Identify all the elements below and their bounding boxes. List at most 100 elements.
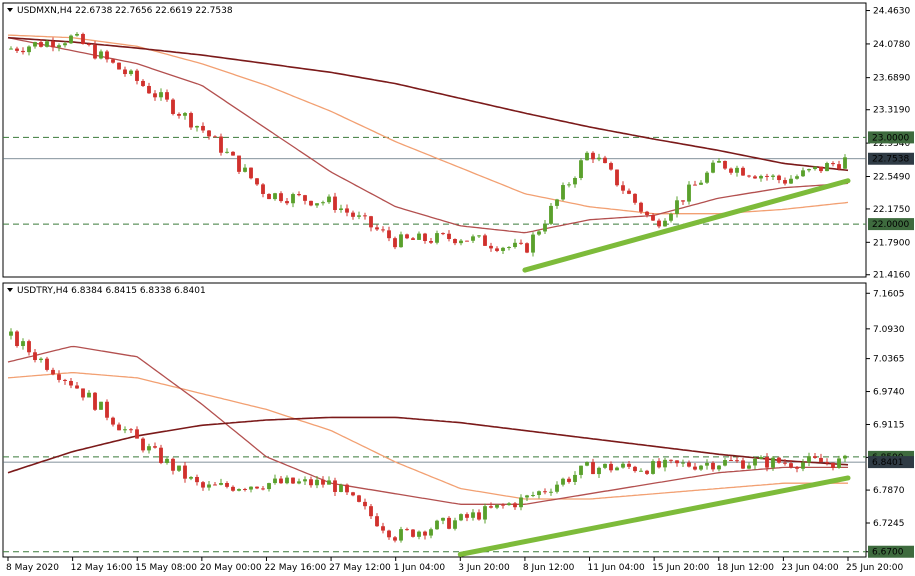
y-tick-label: 24.4630 [873,7,910,17]
candle-body [777,457,781,463]
candle-body [747,175,751,177]
y-tick-label: 6.7870 [873,486,905,496]
candle-body [297,194,301,196]
candle-body [429,241,433,243]
candle-body [831,163,835,165]
candle-body [441,517,445,521]
current-price-tag [868,152,914,165]
candle-body [153,93,157,98]
x-tick-label: 3 Jun 20:00 [458,563,510,573]
candle-body [759,456,763,459]
candle-body [195,125,199,128]
candle-body [615,467,619,471]
candle-body [321,479,325,485]
x-tick-label: 1 Jun 04:00 [394,563,446,573]
candle-body [393,537,397,541]
candle-body [567,478,571,482]
candle-body [693,466,697,470]
candle-body [261,488,265,490]
candle-body [573,177,577,185]
pane-menu-triangle-icon[interactable] [7,8,13,12]
candle-body [819,457,823,463]
x-tick-label: 11 Jun 04:00 [588,563,645,573]
candle-body [15,48,19,51]
x-tick-label: 22 May 16:00 [264,563,326,573]
candle-body [267,193,271,200]
pane-frame-1 [2,282,867,558]
x-tick-label: 8 May 2020 [6,563,59,573]
candle-body [711,462,715,470]
candle-body [651,214,655,221]
candle-body [447,517,451,529]
candle-body [369,506,373,517]
current-price-label: 22.7538 [872,155,909,165]
candle-body [531,234,535,253]
candle-body [537,491,541,496]
candle-body [495,504,499,508]
candle-body [315,203,319,206]
candle-body [519,242,523,244]
candle-body [165,458,169,463]
candle-body [525,243,529,253]
candle-body [711,162,715,173]
candle-body [735,460,739,462]
candle-body [459,514,463,521]
candle-body [267,483,271,490]
candle-body [627,190,631,194]
candle-body [327,196,331,203]
candle-body [279,193,283,202]
candle-body [465,240,469,242]
candle-body [621,185,625,191]
candle-body [243,488,247,490]
candle-body [339,208,343,211]
candle-body [249,167,253,179]
candle-body [585,462,589,466]
candle-body [75,33,79,36]
candle-body [135,70,139,81]
pane-title: USDTRY,H4 6.8384 6.8415 6.8338 6.8401 [17,286,206,296]
candle-body [633,193,637,203]
candle-body [81,388,85,398]
candle-body [51,41,55,48]
candle-body [669,213,673,221]
candle-body [129,70,133,75]
candle-body [597,157,601,160]
candle-body [333,480,337,492]
candle-body [183,113,187,116]
candle-body [675,200,679,214]
candle-body [51,369,55,375]
candle-body [423,233,427,242]
candle-body [597,467,601,475]
candle-body [357,215,361,217]
candle-body [99,401,103,410]
y-tick-label: 23.6890 [873,74,910,84]
candle-body [675,460,679,464]
candle-body [621,463,625,468]
candle-body [729,460,733,462]
ma-long-line [7,416,849,474]
candle-body [609,463,613,471]
candle-body [651,461,655,474]
candle-body [615,169,619,186]
candle-body [771,457,775,468]
candle-body [177,113,181,116]
candle-body [243,167,247,172]
candle-body [843,157,847,169]
candle-body [591,462,595,475]
level-tag-6.6700 [868,545,914,558]
candle-body [117,424,121,431]
candle-body [423,531,427,536]
candle-body [111,417,115,425]
candle-body [285,477,289,484]
pane-menu-triangle-icon[interactable] [7,288,13,292]
candle-body [33,42,37,47]
candle-body [219,483,223,485]
candle-body [429,529,433,536]
x-tick-label: 27 May 12:00 [329,563,391,573]
candle-body [519,497,523,508]
candle-body [123,429,127,431]
candle-body [165,92,169,100]
candle-body [537,231,541,235]
candle-body [171,99,175,114]
candle-body [531,495,535,497]
